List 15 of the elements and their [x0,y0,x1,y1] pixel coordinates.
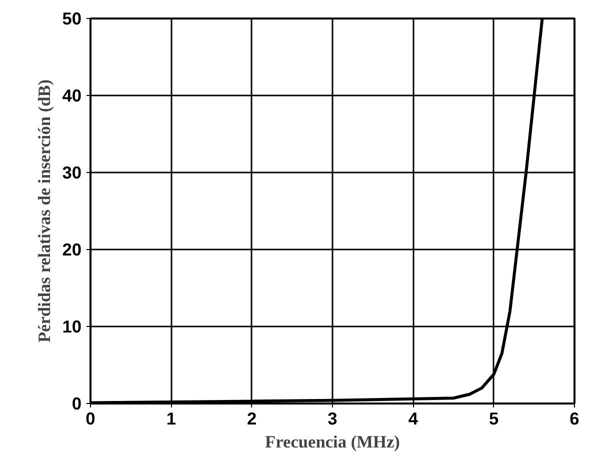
x-tick-label: 6 [570,408,580,428]
x-tick-label: 4 [408,408,418,428]
y-tick-label: 40 [62,86,82,106]
y-tick-label: 20 [62,240,82,260]
y-tick-label: 10 [62,316,82,336]
x-axis-title: Frecuencia (MHz) [265,432,400,452]
x-tick-label: 0 [86,408,96,428]
x-tick-label: 5 [489,408,500,428]
x-tick-label: 3 [328,408,338,428]
y-tick-label: 30 [62,162,82,182]
x-tick-label: 2 [247,408,257,428]
y-axis-title: Pérdidas relativas de inserción (dB) [35,79,54,343]
y-tick-label: 50 [62,8,82,28]
y-tick-label: 0 [72,394,82,414]
x-tick-label: 1 [166,408,176,428]
